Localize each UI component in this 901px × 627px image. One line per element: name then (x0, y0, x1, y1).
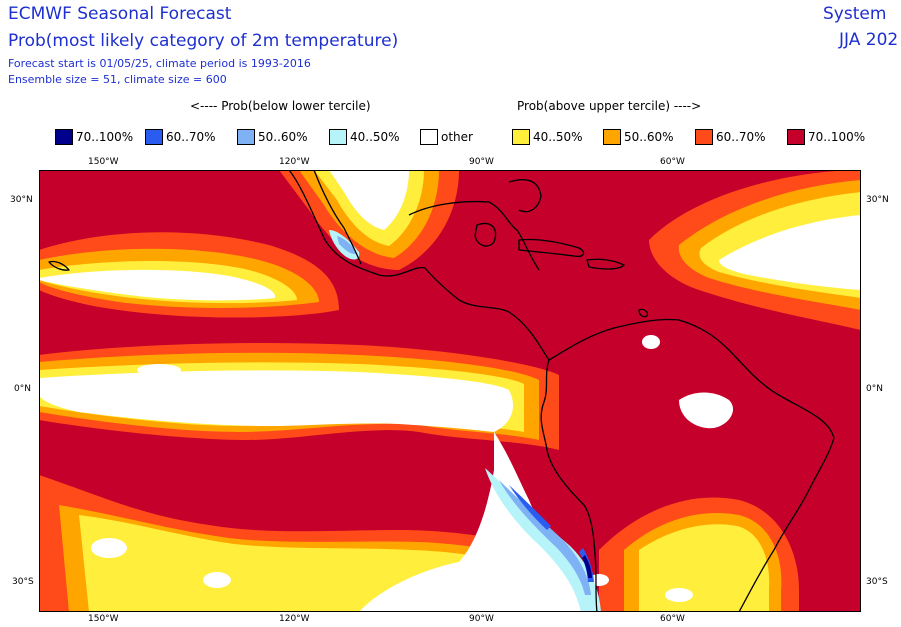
coastlines (48, 170, 835, 612)
season-label: JJA 202 (839, 30, 899, 50)
above-tercile-caption: Prob(above upper tercile) ----> (517, 99, 702, 113)
legend-item: 60..70% (695, 128, 766, 146)
lon-label-top: 90°W (469, 157, 494, 167)
legend-item: 40..50% (329, 128, 400, 146)
system-label: System (823, 4, 887, 24)
map-frame (39, 170, 861, 612)
legend-swatch (420, 129, 438, 145)
lon-label-bottom: 90°W (469, 614, 494, 624)
lon-label-bottom: 120°W (279, 614, 310, 624)
legend-item: other (420, 128, 473, 146)
lat-label-left: 30°N (10, 195, 33, 205)
lon-label-top: 60°W (660, 157, 685, 167)
legend-label: 70..100% (76, 130, 134, 144)
legend-item: 50..60% (603, 128, 674, 146)
ensemble-info: Ensemble size = 51, climate size = 600 (8, 73, 227, 86)
lon-label-top: 150°W (88, 157, 119, 167)
lon-label-bottom: 150°W (88, 614, 119, 624)
legend-item: 50..60% (237, 128, 308, 146)
legend-swatch (787, 129, 805, 145)
legend-label: other (441, 130, 473, 144)
legend-item: 70..100% (787, 128, 865, 146)
lat-label-left: 30°S (12, 577, 34, 587)
legend-swatch (55, 129, 73, 145)
legend-item: 70..100% (55, 128, 133, 146)
page-title: ECMWF Seasonal Forecast (8, 4, 232, 24)
forecast-map (39, 170, 861, 612)
legend-label: 40..50% (533, 130, 583, 144)
lat-label-left: 0°N (14, 384, 31, 394)
legend-label: 60..70% (166, 130, 216, 144)
legend-swatch (695, 129, 713, 145)
white-other-region (39, 170, 861, 612)
legend-label: 70..100% (808, 130, 866, 144)
legend-item: 60..70% (145, 128, 216, 146)
cold-anomaly-region (329, 230, 601, 612)
legend-label: 50..60% (258, 130, 308, 144)
legend-swatch (512, 129, 530, 145)
legend-swatch (329, 129, 347, 145)
forecast-start-info: Forecast start is 01/05/25, climate peri… (8, 57, 311, 70)
lat-label-right: 30°S (866, 577, 888, 587)
legend-swatch (145, 129, 163, 145)
lat-label-right: 0°N (866, 384, 883, 394)
lat-label-right: 30°N (866, 195, 889, 205)
legend-item: 40..50% (512, 128, 583, 146)
legend-label: 40..50% (350, 130, 400, 144)
legend-swatch (237, 129, 255, 145)
lon-label-bottom: 60°W (660, 614, 685, 624)
legend-swatch (603, 129, 621, 145)
lon-label-top: 120°W (279, 157, 310, 167)
map-subtitle: Prob(most likely category of 2m temperat… (8, 31, 399, 51)
legend-label: 60..70% (716, 130, 766, 144)
below-tercile-caption: <---- Prob(below lower tercile) (190, 99, 371, 113)
legend-label: 50..60% (624, 130, 674, 144)
